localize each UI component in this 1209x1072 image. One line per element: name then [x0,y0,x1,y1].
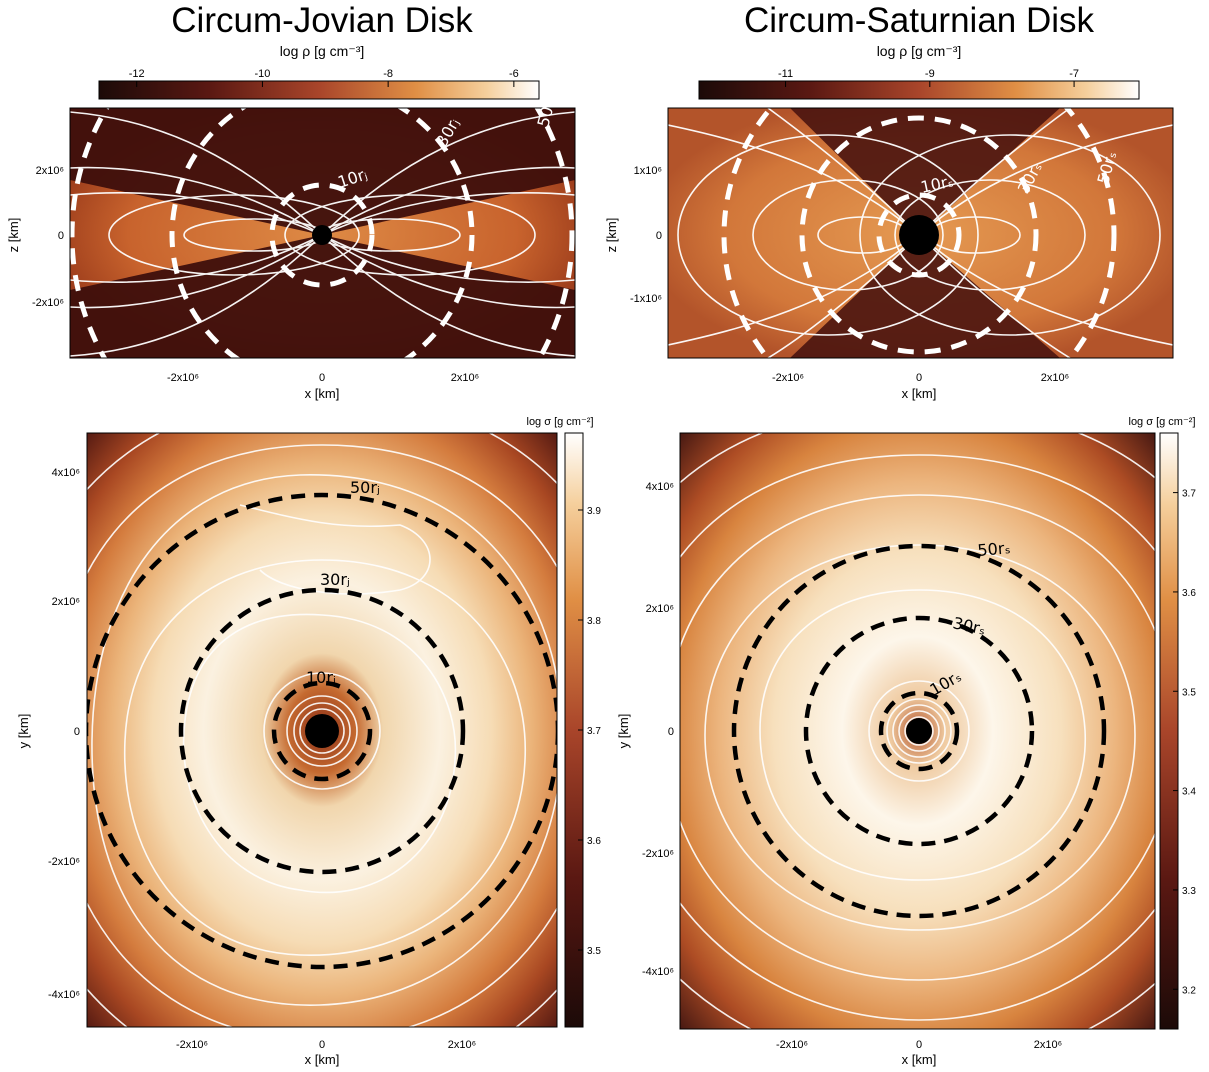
panel-saturnian-edge: log ρ [g cm⁻³] -11 -9 -7 [604,43,1174,401]
colorbar-tick-label: 3.5 [1182,687,1196,698]
x-label-1: x [km] [305,386,340,401]
x-label-2: x [km] [902,386,937,401]
colorbar-label-1: log ρ [g cm⁻³] [280,43,365,59]
annotation-10r-3: 10rⱼ [306,668,336,687]
y-tick-4-3: -2x10⁶ [642,848,674,860]
colorbar-tick-label: 3.6 [587,836,601,847]
y-tick-3-3: -2x10⁶ [48,856,80,868]
planet-jupiter-face [305,714,339,748]
title-jovian: Circum-Jovian Disk [171,1,473,40]
colorbar-1 [98,80,540,100]
y-label-4: y [km] [616,714,631,749]
planet-saturn-edge [899,215,939,255]
y-tick-3-2: 0 [74,726,80,738]
colorbar-label-3: log σ [g cm⁻²] [527,416,594,428]
y-tick-4-0: 4x10⁶ [646,481,674,493]
cone-top-2 [790,108,1060,235]
x-label-4: x [km] [902,1052,937,1067]
x-tick-3-1: 0 [319,1039,325,1051]
y-label-2: z [km] [604,218,619,253]
x-tick-4-1: 0 [916,1039,922,1051]
colorbar-label-4: log σ [g cm⁻²] [1129,416,1196,428]
colorbar-tick-label: 3.7 [1182,489,1196,500]
panel-saturnian-face: 3.73.63.53.43.33.2 log σ [g cm⁻²] 10rₛ 3… [616,416,1196,1067]
colorbar-tick-label: -9 [925,68,935,80]
x-tick-1-2: 2x10⁶ [451,372,479,384]
colorbar-tick-label: -7 [1069,68,1079,80]
panel-jovian-edge: log ρ [g cm⁻³] -12 -10 -8 -6 [6,43,576,401]
x-tick-2-1: 0 [916,372,922,384]
colorbar-tick-label: 3.4 [1182,787,1196,798]
colorbar-tick-label: -8 [383,68,393,80]
cone-top-1 [70,108,575,235]
colorbar-2 [698,80,1140,100]
x-tick-2-2: 2x10⁶ [1041,372,1069,384]
colorbar-tick-label: -12 [129,68,145,80]
x-label-3: x [km] [305,1052,340,1067]
y-tick-2-0: 1x10⁶ [634,165,662,177]
y-tick-3-0: 4x10⁶ [52,467,80,479]
colorbar-tick-label: 3.8 [587,616,601,627]
cone-bottom-1 [70,235,575,358]
x-tick-3-2: 2x10⁶ [448,1039,476,1051]
y-tick-4-1: 2x10⁶ [646,603,674,615]
y-tick-3-4: -4x10⁶ [48,989,80,1001]
y-tick-4-2: 0 [668,726,674,738]
cone-bottom-2 [790,235,1060,358]
title-saturnian: Circum-Saturnian Disk [744,1,1095,40]
colorbar-tick-label: -11 [778,68,793,80]
colorbar-4 [1159,432,1179,1030]
colorbar-tick-label: 3.9 [587,506,601,517]
colorbar-tick-label: 3.2 [1182,985,1196,996]
colorbar-tick-label: 3.6 [1182,588,1196,599]
colorbar-tick-label: 3.7 [587,726,601,737]
x-tick-4-2: 2x10⁶ [1034,1039,1062,1051]
y-tick-1-0: 2x10⁶ [36,165,64,177]
y-label-3: y [km] [16,714,31,749]
planet-jupiter-edge [312,225,332,245]
colorbar-tick-label: 3.3 [1182,886,1196,897]
x-tick-4-0: -2x10⁶ [776,1039,808,1051]
y-tick-2-1: 0 [656,230,662,242]
y-tick-3-1: 2x10⁶ [52,596,80,608]
x-tick-1-1: 0 [319,372,325,384]
panel-jovian-face: 3.9 3.8 3.7 3.6 3.5 log σ [g cm⁻²] 10rⱼ 30rⱼ… [16,416,601,1067]
y-tick-1-1: 0 [58,230,64,242]
y-tick-4-4: -4x10⁶ [642,966,674,978]
y-tick-1-2: -2x10⁶ [32,297,64,309]
y-tick-2-2: -1x10⁶ [630,293,662,305]
colorbar-tick-label: -10 [254,68,270,80]
colorbar-tick-label: -6 [509,68,519,80]
x-tick-3-0: -2x10⁶ [176,1039,208,1051]
colorbar-label-2: log ρ [g cm⁻³] [877,43,962,59]
annotation-30r-3: 30rⱼ [320,570,350,589]
colorbar-tick-label: 3.5 [587,946,601,957]
annotation-50r-4: 50rₛ [977,538,1011,560]
y-label-1: z [km] [6,218,21,253]
annotation-50r-3: 50rⱼ [350,478,380,497]
x-tick-2-0: -2x10⁶ [772,372,804,384]
planet-saturn-face [906,718,932,744]
x-tick-1-0: -2x10⁶ [167,372,199,384]
